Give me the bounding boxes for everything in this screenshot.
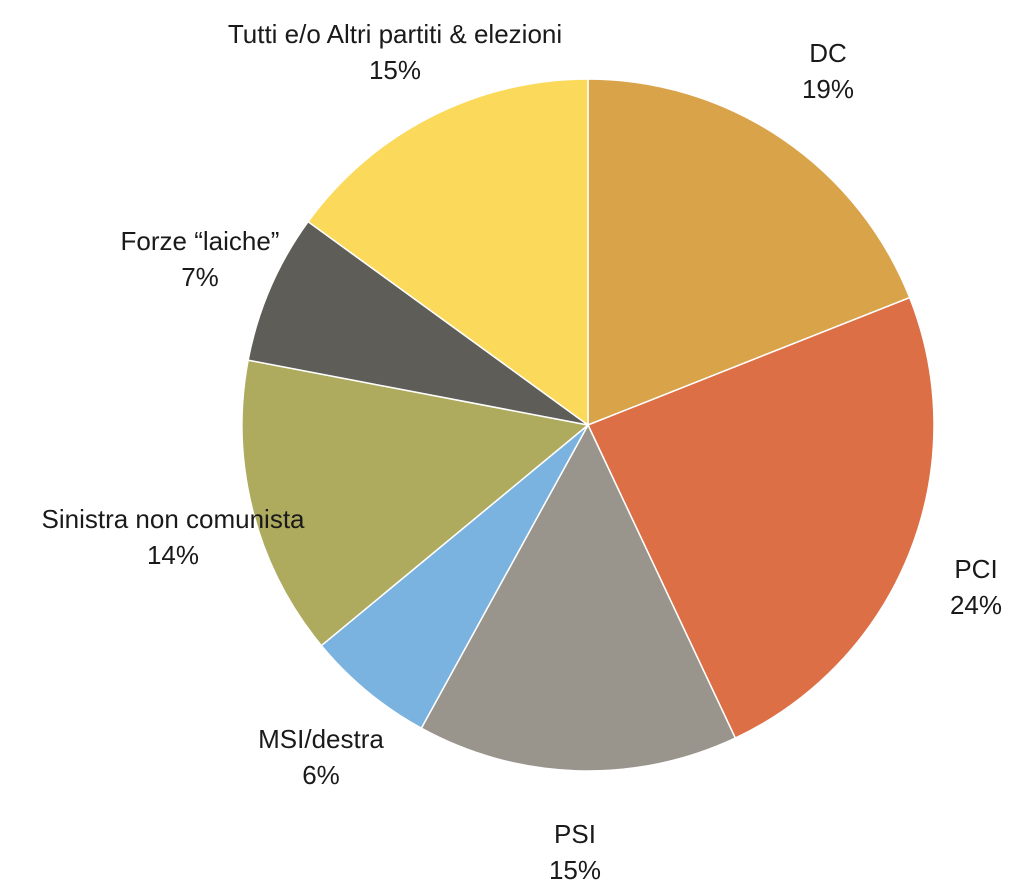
pie-slice — [587, 78, 911, 427]
slice-percent-label: 7% — [181, 262, 219, 292]
slice-name-label: MSI/destra — [258, 724, 384, 754]
slice-percent-label: 24% — [950, 590, 1002, 620]
slice-name-label: Sinistra non comunista — [41, 504, 305, 534]
slice-name-label: PCI — [954, 554, 997, 584]
slice-percent-label: 19% — [802, 74, 854, 104]
pie-slice — [420, 423, 737, 772]
slice-name-label: PSI — [554, 819, 596, 849]
slice-name-label: Forze “laiche” — [121, 226, 280, 256]
slice-name-label: DC — [809, 38, 847, 68]
pie-slice — [241, 359, 590, 647]
pie-slice — [320, 424, 589, 730]
slice-percent-label: 6% — [302, 760, 340, 790]
pie-slices — [241, 78, 935, 772]
slice-percent-label: 14% — [147, 540, 199, 570]
slice-name-label: Tutti e/o Altri partiti & elezioni — [228, 19, 562, 49]
slice-percent-label: 15% — [549, 855, 601, 885]
pie-slice — [586, 296, 935, 740]
slice-percent-label: 15% — [369, 55, 421, 85]
slice-labels: DC 19% PCI 24% PSI 15% MSI/destra 6% Sinistra no… — [41, 19, 1002, 885]
pie-slice — [247, 220, 589, 426]
pie-slice — [307, 78, 589, 427]
